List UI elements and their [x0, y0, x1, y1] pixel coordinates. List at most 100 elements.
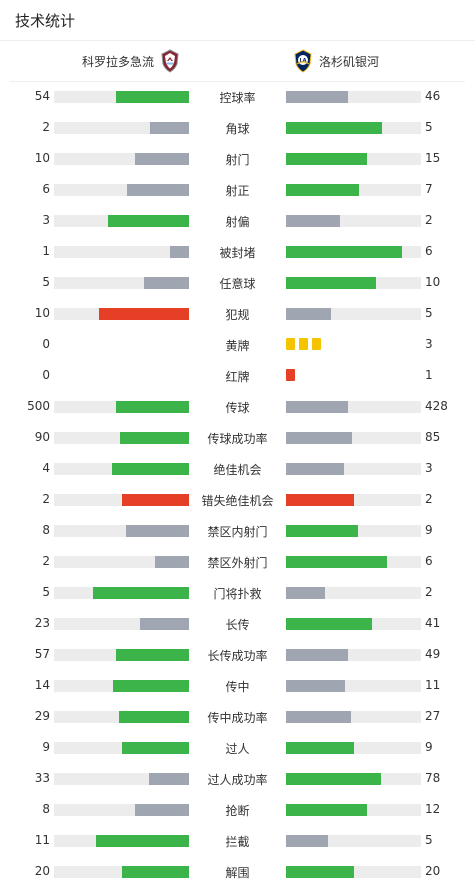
stat-row: 4 绝佳机会 3 — [0, 453, 475, 484]
stat-row: 90 传球成功率 85 — [0, 422, 475, 453]
stat-label: 射正 — [225, 184, 250, 198]
home-bar-track — [54, 215, 189, 227]
yellow-card-icon — [299, 338, 308, 350]
stat-label: 解围 — [225, 866, 250, 880]
home-bar-track — [54, 587, 189, 599]
stat-row: 8 抢断 12 — [0, 794, 475, 825]
home-team-name: 科罗拉多急流 — [81, 54, 154, 69]
stat-row: 29 传中成功率 27 — [0, 701, 475, 732]
stat-label: 绝佳机会 — [213, 463, 262, 477]
away-bar-track — [286, 587, 421, 599]
stat-row: 2 禁区外射门 6 — [0, 546, 475, 577]
home-bar-fill — [135, 153, 189, 165]
away-bar-track — [286, 401, 421, 413]
stat-label: 射偏 — [225, 215, 250, 229]
home-bar-fill — [170, 246, 189, 258]
stat-label: 传球成功率 — [207, 432, 268, 446]
home-bar-fill — [148, 773, 189, 785]
home-value: 23 — [34, 616, 50, 630]
away-bar-track — [286, 184, 421, 196]
home-bar-track — [54, 184, 189, 196]
stat-row: 10 犯规 5 — [0, 298, 475, 329]
away-value: 78 — [425, 771, 441, 785]
away-bar-fill — [286, 649, 349, 661]
home-bar-track — [54, 494, 189, 506]
home-team[interactable]: 科罗拉多急流 — [82, 41, 180, 81]
away-value: 6 — [425, 554, 433, 568]
away-bar-track — [286, 556, 421, 568]
stat-label: 门将扑救 — [213, 587, 262, 601]
away-bar-fill — [286, 742, 354, 754]
home-bar-track — [54, 742, 189, 754]
colorado-rapids-logo-icon — [161, 49, 179, 73]
away-bar-track — [286, 866, 421, 878]
home-value: 33 — [34, 771, 50, 785]
red-card-icon — [286, 369, 295, 381]
away-bar-fill — [286, 556, 388, 568]
home-value: 8 — [42, 802, 50, 816]
away-bar-fill — [286, 277, 377, 289]
stat-row: 9 过人 9 — [0, 732, 475, 763]
away-value: 20 — [425, 864, 441, 878]
stat-row: 6 射正 7 — [0, 174, 475, 205]
stat-label: 禁区内射门 — [207, 525, 268, 539]
stat-row: 8 禁区内射门 9 — [0, 515, 475, 546]
home-bar-fill — [121, 494, 189, 506]
away-value: 428 — [425, 399, 448, 413]
away-value: 11 — [425, 678, 441, 692]
away-bar-track — [286, 432, 421, 444]
away-bar-fill — [286, 246, 403, 258]
away-bar-fill — [286, 494, 354, 506]
away-bar-track — [286, 525, 421, 537]
away-value: 15 — [425, 151, 441, 165]
away-team[interactable]: LA 洛杉矶银河 — [293, 41, 379, 81]
away-bar-fill — [286, 711, 351, 723]
home-value: 10 — [34, 151, 50, 165]
away-value: 7 — [425, 182, 433, 196]
away-value: 2 — [425, 492, 433, 506]
home-bar-track — [54, 246, 189, 258]
stat-row: 33 过人成功率 78 — [0, 763, 475, 794]
stat-row: 2 角球 5 — [0, 112, 475, 143]
home-value: 5 — [42, 585, 50, 599]
stat-label: 被封堵 — [219, 246, 256, 260]
stat-row: 0 红牌 1 — [0, 360, 475, 391]
stat-label: 犯规 — [225, 308, 250, 322]
away-bar-fill — [286, 215, 340, 227]
stat-label: 任意球 — [219, 277, 256, 291]
away-value: 49 — [425, 647, 441, 661]
stat-row: 2 错失绝佳机会 2 — [0, 484, 475, 515]
away-bar-fill — [286, 308, 331, 320]
home-bar-fill — [112, 463, 189, 475]
page-title: 技术统计 — [15, 12, 76, 30]
stat-label: 拦截 — [225, 835, 250, 849]
home-value: 2 — [42, 120, 50, 134]
away-value: 3 — [425, 461, 433, 475]
away-value: 9 — [425, 523, 433, 537]
home-value: 57 — [34, 647, 50, 661]
home-value: 1 — [42, 244, 50, 258]
away-value: 3 — [425, 337, 433, 351]
home-bar-fill — [98, 308, 189, 320]
home-bar-fill — [121, 866, 189, 878]
home-bar-track — [54, 153, 189, 165]
home-value: 3 — [42, 213, 50, 227]
home-bar-track — [54, 649, 189, 661]
away-value: 46 — [425, 89, 441, 103]
stat-label: 禁区外射门 — [207, 556, 268, 570]
away-bar-fill — [286, 773, 381, 785]
away-bar-track — [286, 91, 421, 103]
home-bar-fill — [144, 277, 189, 289]
away-bar-fill — [286, 122, 382, 134]
home-value: 0 — [42, 337, 50, 351]
away-value: 1 — [425, 368, 433, 382]
stat-row: 23 长传 41 — [0, 608, 475, 639]
home-bar-track — [54, 308, 189, 320]
yellow-card-icon — [312, 338, 321, 350]
home-value: 20 — [34, 864, 50, 878]
home-value: 9 — [42, 740, 50, 754]
divider — [0, 40, 475, 41]
home-bar-fill — [149, 122, 189, 134]
away-value: 6 — [425, 244, 433, 258]
stat-label: 传中 — [225, 680, 250, 694]
